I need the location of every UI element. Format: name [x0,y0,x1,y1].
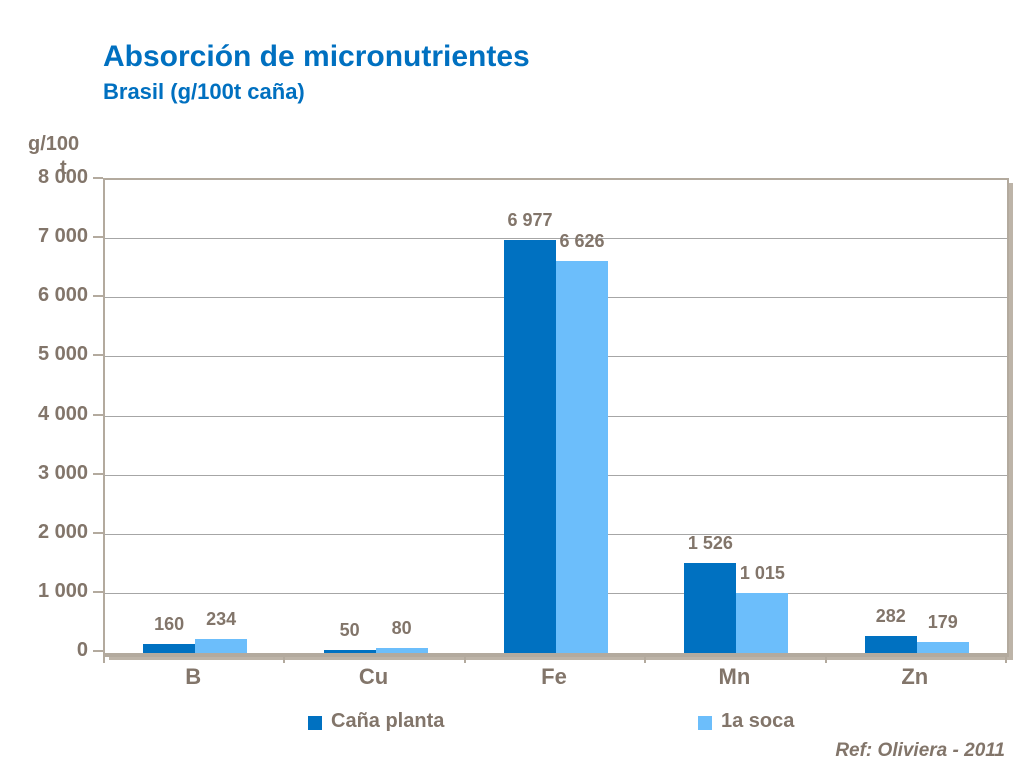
y-tick-label: 4 000 [37,402,88,425]
y-tick-mark [93,531,103,534]
chart-title: Absorción de micronutrientes [103,40,530,73]
bar-Zn-1a-soca [916,642,969,653]
bar-B-cana-planta [143,644,196,653]
y-axis-title-line1: g/100 [28,133,80,155]
data-label: 50 [339,620,360,640]
y-tick-label: 1 000 [37,579,88,602]
category-label-B: B [185,664,202,689]
bar-Fe-1a-soca [556,261,608,653]
x-tick-mark [283,655,285,663]
data-label: 80 [391,618,412,638]
y-tick-mark [93,650,103,652]
data-label: 282 [875,606,906,626]
gridline [105,238,1007,240]
bar-Mn-1a-soca [736,593,789,653]
x-tick-mark [464,655,466,663]
data-label: 6 626 [559,231,605,251]
data-label: 179 [927,612,958,632]
y-tick-mark [93,177,103,179]
x-tick-mark [644,655,646,663]
bar-Cu-cana-planta [323,650,376,653]
category-label-Zn: Zn [901,664,929,689]
data-label: 234 [206,609,237,629]
y-tick-label: 2 000 [37,520,88,543]
bar-Cu-1a-soca [375,648,428,653]
chart-subtitle: Brasil (g/100t caña) [103,79,305,104]
y-tick-label: 7 000 [37,225,88,248]
y-tick-mark [93,590,103,593]
y-tick-mark [93,472,103,475]
x-tick-mark [103,655,105,663]
data-label: 1 526 [687,533,733,553]
y-tick-label: 0 [76,639,88,661]
y-tick-label: 5 000 [37,343,88,366]
x-tick-mark [825,655,827,663]
data-label: 160 [154,614,185,634]
legend-label-cana-planta: Caña planta [331,710,445,732]
y-tick-label: 3 000 [37,461,88,484]
legend-swatch-1a-soca [698,715,712,730]
y-axis-title-line2: t [60,157,67,179]
data-label: 6 977 [507,210,553,230]
y-tick-label: 8 000 [37,166,88,188]
bar-Fe-cana-planta [504,240,556,653]
y-tick-label: 6 000 [37,284,88,307]
legend-label-1a-soca: 1a soca [721,710,795,732]
bar-Zn-cana-planta [864,636,917,653]
legend-swatch-cana-planta [308,715,322,730]
bar-B-1a-soca [195,639,248,653]
category-label-Mn: Mn [718,664,751,689]
y-tick-mark [93,354,103,357]
legend-item-1a-soca: 1a soca [698,710,794,733]
data-label: 1 015 [739,563,785,583]
y-tick-mark [93,236,103,239]
bar-Mn-cana-planta [684,563,737,653]
category-label-Cu: Cu [358,664,389,689]
plot-area: 160 234 50 80 6 977 6 626 1 526 1 015 282 179 [103,178,1009,657]
y-tick-mark [93,295,103,298]
category-label-Fe: Fe [541,664,567,689]
reference-text: Ref: Oliviera - 2011 [835,740,1005,761]
x-tick-mark [1005,655,1007,663]
legend-item-cana-planta: Caña planta [308,710,444,733]
y-tick-mark [93,413,103,416]
